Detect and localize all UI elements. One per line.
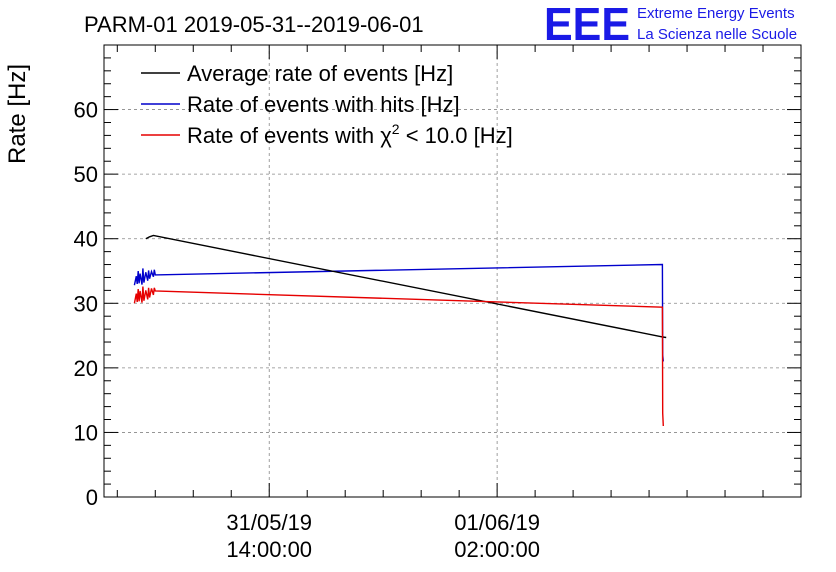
legend: Average rate of events [Hz] Rate of even…	[141, 61, 513, 148]
x-tick-label-time: 14:00:00	[226, 537, 312, 562]
y-tick-label: 10	[74, 420, 98, 445]
eee-logo: EEE Extreme Energy Events La Scienza nel…	[544, 0, 797, 50]
legend-label-chi2: Rate of events with χ2 < 10.0 [Hz]	[187, 121, 513, 148]
logo-line-1: Extreme Energy Events	[637, 5, 795, 22]
x-tick-label-time: 02:00:00	[454, 537, 540, 562]
legend-chi2-symbol: χ	[380, 123, 392, 148]
y-tick-label: 0	[86, 485, 98, 510]
series-line-1	[133, 263, 664, 362]
legend-label-average: Average rate of events [Hz]	[187, 61, 453, 86]
series-line-2	[133, 286, 664, 427]
axis-ticks	[104, 45, 802, 498]
legend-chi2-sup: 2	[392, 121, 400, 137]
y-tick-label: 30	[74, 291, 98, 316]
series-layer	[133, 234, 667, 427]
series-line-0	[145, 234, 667, 339]
plot-frame	[103, 44, 802, 498]
y-tick-label: 50	[74, 162, 98, 187]
legend-chi2-prefix: Rate of events with	[187, 123, 380, 148]
logo-line-2: La Scienza nelle Scuole	[637, 26, 797, 43]
chart-title: PARM-01 2019-05-31--2019-06-01	[84, 12, 424, 37]
legend-label-hits: Rate of events with hits [Hz]	[187, 92, 460, 117]
y-tick-label: 60	[74, 98, 98, 123]
y-tick-label: 40	[74, 227, 98, 252]
x-tick-label-date: 01/06/19	[454, 510, 540, 535]
legend-chi2-suffix: < 10.0 [Hz]	[400, 123, 513, 148]
logo-mark: EEE	[544, 0, 630, 50]
grid	[104, 45, 801, 497]
y-axis-label: Rate [Hz]	[4, 64, 31, 164]
y-tick-label: 20	[74, 356, 98, 381]
x-tick-label-date: 31/05/19	[226, 510, 312, 535]
